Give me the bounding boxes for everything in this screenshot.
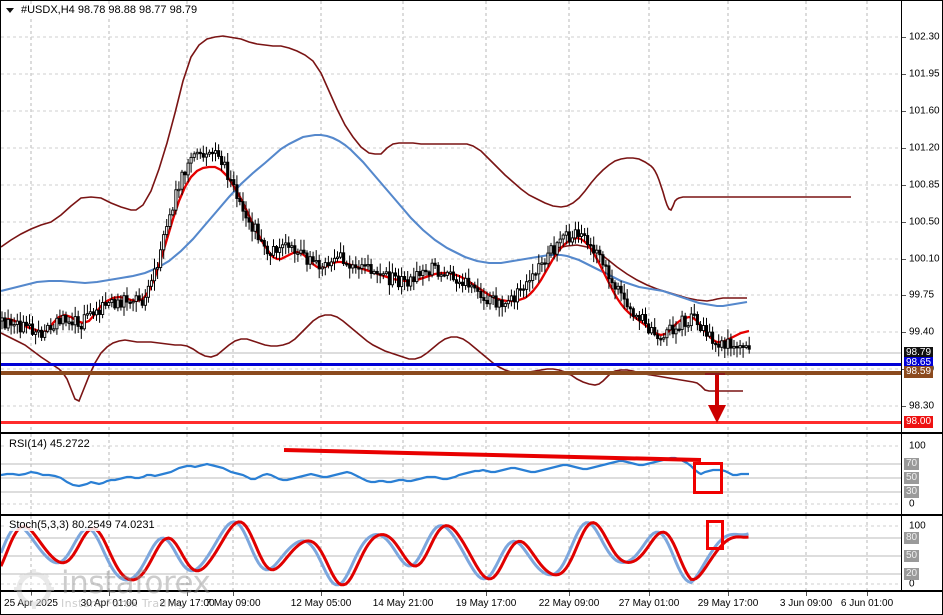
indicator-axis-label: 100 <box>909 520 926 532</box>
stochastic-d-line <box>1 520 749 587</box>
rsi-label: RSI(14) 45.2722 <box>7 438 92 450</box>
stochastic-series <box>1 520 749 587</box>
time-axis-label: 7 May 09:00 <box>205 598 261 609</box>
indicator-axis-label: 0 <box>909 578 915 590</box>
indicator-level-badge[interactable]: 80 <box>904 532 920 544</box>
time-axis-tick <box>806 592 807 596</box>
support-line-blue[interactable] <box>1 363 901 366</box>
time-axis-label: 22 May 09:00 <box>538 598 600 609</box>
time-axis-label: 2 May 17:00 <box>159 598 215 609</box>
price-chart-panel: #USDX,H4 98.78 98.88 98.77 98.79 102.30 1… <box>1 1 942 433</box>
bollinger-upper-band-tail <box>556 244 747 302</box>
symbol-ohlc-header: #USDX,H4 98.78 98.88 98.77 98.79 <box>19 4 200 16</box>
time-axis-tick <box>569 592 570 596</box>
rsi-resistance-trendline[interactable] <box>283 448 702 462</box>
indicator-level-badge[interactable]: 20 <box>904 568 920 580</box>
rsi-series <box>1 448 749 488</box>
time-axis-tick <box>403 592 404 596</box>
price-axis-label: 101.60 <box>909 105 940 117</box>
stochastic-plot-area[interactable]: Stoch(5,3,3) 80.2549 74.0231 <box>1 516 901 590</box>
indicator-axis-label: 0 <box>909 498 915 510</box>
time-axis-tick <box>187 592 188 596</box>
time-axis-tick <box>321 592 322 596</box>
time-axis-tick <box>486 592 487 596</box>
time-axis-tick <box>233 592 234 596</box>
indicator-level-badge[interactable]: 50 <box>904 472 920 484</box>
price-axis-label: 98.30 <box>909 400 935 412</box>
down-arrow-annotation[interactable] <box>701 369 737 425</box>
stochastic-indicator-panel: Stoch(5,3,3) 80.2549 74.0231 100 0 80 50 20 <box>1 515 942 591</box>
time-axis-label: 25 Apr 2025 <box>4 598 58 609</box>
time-axis[interactable]: 25 Apr 2025 30 Apr 01:00 2 May 17:00 7 May … <box>1 591 942 614</box>
rsi-plot-area[interactable]: RSI(14) 45.2722 <box>1 434 901 514</box>
price-axis-label: 100.50 <box>909 216 940 228</box>
time-axis-tick <box>649 592 650 596</box>
price-axis-label: 100.85 <box>909 179 940 191</box>
price-plot-area[interactable]: #USDX,H4 98.78 98.88 98.77 98.79 <box>1 1 901 432</box>
time-axis-label: 29 May 17:00 <box>697 598 759 609</box>
price-axis-tick <box>902 222 906 223</box>
stochastic-axis[interactable]: 100 0 80 50 20 <box>901 516 942 590</box>
price-axis-label: 99.75 <box>909 289 935 301</box>
time-axis-label: 14 May 21:00 <box>372 598 434 609</box>
price-badge-last[interactable]: 98.79 <box>904 347 934 359</box>
indicator-axis-label: 100 <box>909 440 926 452</box>
support-line-brown[interactable] <box>1 371 901 375</box>
time-axis-label: 30 Apr 01:00 <box>80 598 138 609</box>
price-axis-tick <box>902 37 906 38</box>
time-axis-tick <box>728 592 729 596</box>
price-axis-label: 101.20 <box>909 142 940 154</box>
price-axis-tick <box>902 185 906 186</box>
time-axis-label: 6 Jun 01:00 <box>840 598 894 609</box>
time-axis-tick <box>867 592 868 596</box>
time-axis-label: 27 May 01:00 <box>618 598 680 609</box>
stoch-highlight-box[interactable] <box>706 520 724 550</box>
price-axis-label: 101.95 <box>909 68 940 80</box>
price-badge-brown-level[interactable]: 98.59 <box>904 366 934 378</box>
price-series <box>1 35 851 403</box>
price-axis-label: 100.10 <box>909 253 940 265</box>
time-axis-tick <box>31 592 32 596</box>
price-axis-label: 102.30 <box>909 31 940 43</box>
time-axis-tick <box>109 592 110 596</box>
indicator-level-badge[interactable]: 50 <box>904 550 920 562</box>
price-axis-label: 99.40 <box>909 326 935 338</box>
price-axis-tick <box>902 295 906 296</box>
price-axis-tick <box>902 148 906 149</box>
candlestick-series <box>1 142 751 358</box>
moving-average-slow <box>1 133 748 308</box>
target-line-red[interactable] <box>1 421 901 424</box>
rsi-axis[interactable]: 100 0 70 50 30 <box>901 434 942 514</box>
price-axis[interactable]: 102.30 101.95 101.60 101.20 100.85 100.50 100.… <box>901 1 942 432</box>
stochastic-label: Stoch(5,3,3) 80.2549 74.0231 <box>7 519 157 531</box>
price-axis-tick <box>902 111 906 112</box>
indicator-level-badge[interactable]: 30 <box>904 486 920 498</box>
price-axis-tick <box>902 406 906 407</box>
price-badge-target[interactable]: 98.00 <box>904 416 934 428</box>
price-axis-tick <box>902 259 906 260</box>
stochastic-k-line <box>1 520 749 587</box>
rsi-line <box>1 456 749 488</box>
rsi-highlight-box[interactable] <box>693 462 723 494</box>
time-axis-label: 3 Jun 09:00 <box>779 598 833 609</box>
bollinger-lower-band <box>1 314 548 403</box>
bollinger-upper-band <box>1 35 851 248</box>
price-axis-tick <box>902 74 906 75</box>
indicator-level-badge[interactable]: 70 <box>904 458 920 470</box>
rsi-indicator-panel: RSI(14) 45.2722 100 0 70 50 30 <box>1 433 942 515</box>
price-grid <box>1 1 901 432</box>
price-axis-tick <box>902 332 906 333</box>
time-axis-label: 19 May 17:00 <box>455 598 517 609</box>
time-axis-label: 12 May 05:00 <box>290 598 352 609</box>
chevron-down-icon[interactable] <box>6 8 14 13</box>
